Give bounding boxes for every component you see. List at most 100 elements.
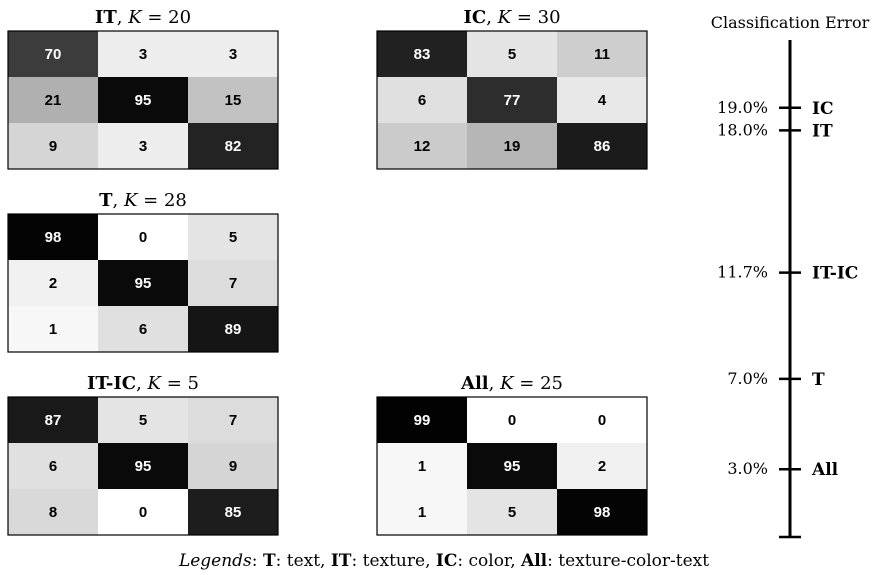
matrix-cell <box>98 123 188 169</box>
matrix-border <box>7 396 279 536</box>
matrix-title-it-ic: IT-IC, K = 5 <box>87 373 199 394</box>
cell-value: 9 <box>49 138 57 155</box>
error-value-all: 3.0% <box>727 459 768 478</box>
legend-prefix: Legends <box>178 551 252 571</box>
error-name-it: IT <box>812 121 833 141</box>
matrix-cell <box>98 31 188 77</box>
matrix-cell <box>467 77 557 123</box>
matrix-k-value: 28 <box>164 190 187 211</box>
cell-value: 95 <box>504 458 521 475</box>
matrix-k-label: K <box>497 7 513 28</box>
matrix-k-label: K <box>147 373 163 394</box>
matrix-border <box>376 30 648 170</box>
cell-value: 7 <box>229 275 237 292</box>
cell-value: 5 <box>229 229 237 246</box>
cell-value: 5 <box>508 504 516 521</box>
error-value-ic: 19.0% <box>717 98 768 117</box>
cell-value: 87 <box>45 412 62 429</box>
cell-value: 9 <box>229 458 237 475</box>
legend-desc-it: texture <box>362 551 426 571</box>
matrix-k-value: 30 <box>538 7 561 28</box>
cell-value: 89 <box>225 321 242 338</box>
matrix-cell <box>467 397 557 443</box>
matrix-cell <box>557 443 647 489</box>
matrix-cell <box>188 77 278 123</box>
matrix-cell <box>98 397 188 443</box>
cell-value: 77 <box>504 92 521 109</box>
cell-value: 3 <box>139 138 147 155</box>
cell-value: 95 <box>135 92 152 109</box>
matrix-cell <box>8 260 98 306</box>
cell-value: 98 <box>594 504 611 521</box>
matrix-cell <box>188 306 278 352</box>
matrix-cell <box>8 306 98 352</box>
matrix-cell <box>377 489 467 535</box>
legend-key-it: IT <box>330 551 352 571</box>
cell-value: 5 <box>508 46 516 63</box>
matrix-border <box>376 396 648 536</box>
matrix-k-label: K <box>127 7 143 28</box>
error-scale-title: Classification Error <box>711 13 870 32</box>
matrix-border <box>7 213 279 353</box>
matrix-title-ic: IC, K = 30 <box>463 7 560 28</box>
matrix-border <box>7 30 279 170</box>
matrix-cell <box>188 123 278 169</box>
matrix-cell <box>557 489 647 535</box>
error-name-ic: IC <box>812 99 833 119</box>
matrix-cell <box>98 214 188 260</box>
matrix-cell <box>8 397 98 443</box>
matrix-cell <box>98 306 188 352</box>
cell-value: 86 <box>594 138 611 155</box>
matrix-cell <box>557 123 647 169</box>
matrix-cell <box>98 489 188 535</box>
error-value-t: 7.0% <box>727 369 768 388</box>
matrix-name: IT <box>95 7 117 28</box>
matrix-cell <box>377 123 467 169</box>
matrix-cell <box>467 489 557 535</box>
matrix-k-value: 25 <box>540 373 563 394</box>
matrix-cell <box>557 397 647 443</box>
matrix-title-t: T, K = 28 <box>99 190 187 211</box>
matrix-cell <box>188 31 278 77</box>
cell-value: 3 <box>229 46 237 63</box>
matrix-cell <box>557 31 647 77</box>
matrix-cell <box>188 443 278 489</box>
matrix-it-ic: IT-IC, K = 5 87 5 7 6 95 9 8 0 85 <box>7 373 279 536</box>
matrix-name: T <box>99 190 113 211</box>
matrix-it: IT, K = 20 70 3 3 21 95 15 9 3 82 <box>7 7 279 170</box>
cell-value: 1 <box>418 458 426 475</box>
cell-value: 0 <box>508 412 516 429</box>
cell-value: 1 <box>418 504 426 521</box>
matrix-cell <box>188 489 278 535</box>
legend-key-ic: IC <box>435 551 458 571</box>
cell-value: 15 <box>225 92 242 109</box>
cell-value: 3 <box>139 46 147 63</box>
matrix-cell <box>98 260 188 306</box>
cell-value: 83 <box>414 46 431 63</box>
cell-value: 21 <box>45 92 62 109</box>
matrix-all: All, K = 25 99 0 0 1 95 2 1 5 98 <box>376 373 648 536</box>
matrix-title-all: All, K = 25 <box>460 373 563 394</box>
error-name-t: T <box>812 370 825 390</box>
legend: Legends: T: text, IT: texture, IC: color… <box>178 551 710 571</box>
cell-value: 5 <box>139 412 147 429</box>
matrix-cell <box>8 443 98 489</box>
legend-key-t: T <box>262 551 276 571</box>
cell-value: 7 <box>229 412 237 429</box>
cell-value: 99 <box>414 412 431 429</box>
legend-desc-t: text <box>286 551 321 571</box>
matrix-cell <box>98 77 188 123</box>
matrix-cell <box>467 31 557 77</box>
cell-value: 82 <box>225 138 242 155</box>
matrix-cell <box>377 397 467 443</box>
cell-value: 95 <box>135 458 152 475</box>
cell-value: 11 <box>594 46 610 63</box>
cell-value: 2 <box>598 458 606 475</box>
cell-value: 8 <box>49 504 57 521</box>
cell-value: 0 <box>139 229 147 246</box>
matrix-name: IT-IC <box>87 373 136 394</box>
matrix-cell <box>8 77 98 123</box>
matrix-title-it: IT, K = 20 <box>95 7 191 28</box>
matrix-cell <box>8 31 98 77</box>
